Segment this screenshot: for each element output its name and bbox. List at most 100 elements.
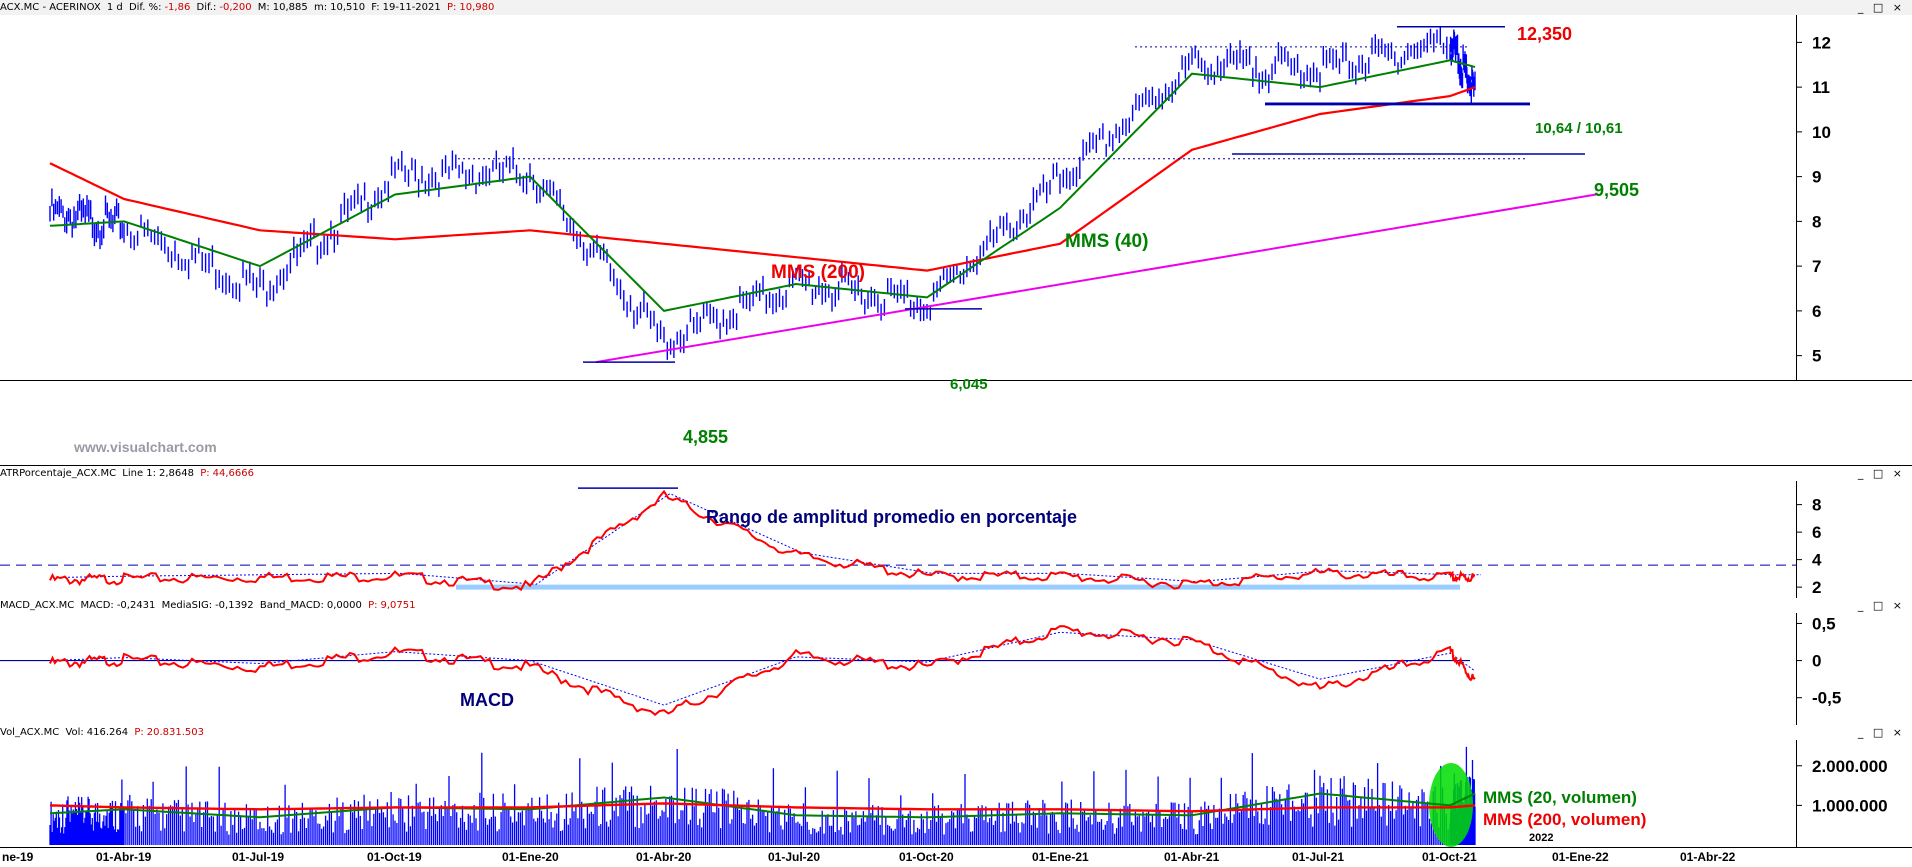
macd-band-label: Band_MACD: xyxy=(259,600,324,611)
price-axis-label: 6 xyxy=(1812,302,1821,321)
macd-p-label: P: xyxy=(368,600,378,611)
x-tick-label: 01-Oct-20 xyxy=(899,850,954,864)
atr-axis-label: 8 xyxy=(1812,496,1821,515)
macd-line xyxy=(49,625,1476,716)
volume-panel-header: Vol_ACX.MC Vol: 416.264 P: 20.831.503 _ □ … xyxy=(0,725,1912,740)
atr-name: ATRPorcentaje_ACX.MC xyxy=(0,468,117,479)
volume-axis-label: 1.000.000 xyxy=(1812,796,1888,815)
x-tick-label: 01-Ene-22 xyxy=(1552,850,1609,864)
macd-signal-label: MediaSIG: xyxy=(161,600,213,611)
dif-pct-label: Dif. %: xyxy=(128,2,162,13)
volume-axis-label: 2.000.000 xyxy=(1812,757,1888,776)
macd-axis xyxy=(1796,613,1912,725)
x-year-label: 2022 xyxy=(1529,832,1554,844)
macd-axis-label: -0,5 xyxy=(1812,689,1841,708)
annotation-high: 12,350 xyxy=(1517,24,1573,44)
atr-window-buttons[interactable]: _ □ × xyxy=(1857,467,1905,480)
price-panel-header: ACX.MC - ACERINOX 1 d Dif. %: -1,86 Dif.:… xyxy=(0,0,1912,15)
macd-name: MACD_ACX.MC xyxy=(0,600,75,611)
atr-title: Rango de amplitud promedio en porcentaje xyxy=(706,507,1078,527)
price-window-buttons[interactable]: _ □ × xyxy=(1857,1,1905,14)
price-axis-label: 7 xyxy=(1812,257,1821,276)
macd-axis-label: 0 xyxy=(1812,652,1821,671)
date-label: F: xyxy=(371,2,380,13)
atr-line-label: Line 1: xyxy=(122,468,156,479)
annotation-low-2020: 4,855 xyxy=(683,427,729,447)
atr-p-value: 44,6666 xyxy=(212,468,254,479)
symbol-label: ACX.MC - ACERINOX xyxy=(0,2,101,13)
price-axis-label: 12 xyxy=(1812,33,1831,52)
price-axis-label: 10 xyxy=(1812,123,1831,142)
price-axis-label: 9 xyxy=(1812,168,1821,187)
price-panel: ACX.MC - ACERINOX 1 d Dif. %: -1,86 Dif.:… xyxy=(0,0,1912,381)
vol-value: 416.264 xyxy=(86,727,129,738)
trendline xyxy=(595,193,1597,364)
macd-signal-value: -0,1392 xyxy=(215,600,254,611)
max-label: M: xyxy=(257,2,270,13)
x-tick-label: 01-Jul-19 xyxy=(232,850,285,864)
x-tick-label: ne-19 xyxy=(2,850,34,864)
vol-label: Vol: xyxy=(65,727,84,738)
atr-line xyxy=(49,489,1475,592)
interval-label: 1 d xyxy=(106,2,123,13)
dif-pct-value: -1,86 xyxy=(164,2,191,13)
min-value: 10,510 xyxy=(330,2,366,13)
date-value: 19-11-2021 xyxy=(382,2,441,13)
x-tick-label: 01-Abr-22 xyxy=(1680,850,1736,864)
annotation-support-low: 9,505 xyxy=(1594,180,1640,200)
atr-panel-header: ATRPorcentaje_ACX.MC Line 1: 2,8648 P: 44,… xyxy=(0,466,1912,481)
macd-signal-line xyxy=(49,631,1476,706)
x-tick-label: 01-Oct-21 xyxy=(1422,850,1477,864)
x-tick-label: 01-Abr-20 xyxy=(636,850,692,864)
x-tick-label: 01-Ene-20 xyxy=(502,850,559,864)
vol-mms20-label: MMS (20, volumen) xyxy=(1483,788,1637,807)
min-label: m: xyxy=(313,2,328,13)
x-tick-label: 01-Jul-20 xyxy=(768,850,821,864)
macd-p-value: 9,0751 xyxy=(380,600,416,611)
volume-bars xyxy=(49,746,1476,845)
dif-label: Dif.: xyxy=(196,2,217,13)
max-value: 10,885 xyxy=(272,2,308,13)
mms40-label: MMS (40) xyxy=(1065,231,1149,252)
dif-value: -0,200 xyxy=(219,2,252,13)
price-axis-label: 5 xyxy=(1812,347,1821,366)
x-tick-label: 01-Abr-19 xyxy=(96,850,152,864)
x-tick-label: 01-Oct-19 xyxy=(367,850,422,864)
volume-axis xyxy=(1796,740,1912,847)
macd-band-value: 0,0000 xyxy=(326,600,362,611)
macd-axis-label: 0,5 xyxy=(1812,614,1836,633)
vol-name: Vol_ACX.MC xyxy=(0,727,60,738)
volume-window-buttons[interactable]: _ □ × xyxy=(1857,726,1905,739)
vol-p-label: P: xyxy=(134,727,144,738)
mms200-line xyxy=(49,86,1476,272)
macd-label: MACD xyxy=(460,690,514,710)
atr-axis-label: 4 xyxy=(1812,551,1822,570)
price-label: P: xyxy=(446,2,457,13)
atr-axis-label: 6 xyxy=(1812,523,1821,542)
volume-mms20-line xyxy=(49,792,1476,819)
macd-window-buttons[interactable]: _ □ × xyxy=(1857,599,1905,612)
annotation-low-oct20: 6,045 xyxy=(950,376,988,393)
x-tick-label: 01-Jul-21 xyxy=(1292,850,1345,864)
price-axis-label: 8 xyxy=(1812,212,1821,231)
x-tick-label: 01-Ene-21 xyxy=(1032,850,1089,864)
price-axis-label: 11 xyxy=(1812,78,1830,97)
atr-p-label: P: xyxy=(200,468,210,479)
price-value: 10,980 xyxy=(459,2,495,13)
macd-panel-header: MACD_ACX.MC MACD: -0,2431 MediaSIG: -0,139… xyxy=(0,598,1912,613)
x-axis: ne-19 01-Abr-19 01-Jul-19 01-Oct-19 01-Ene-2… xyxy=(0,832,1912,867)
atr-axis xyxy=(1796,481,1912,598)
macd-value: -0,2431 xyxy=(116,600,156,611)
mms200-label: MMS (200) xyxy=(771,262,865,283)
atr-axis-label: 2 xyxy=(1812,578,1821,597)
price-axis xyxy=(1796,15,1912,380)
x-tick-label: 01-Abr-21 xyxy=(1164,850,1220,864)
price-series-bars xyxy=(49,27,1476,360)
atr-line-value: 2,8648 xyxy=(159,468,194,479)
volume-panel: Vol_ACX.MC Vol: 416.264 P: 20.831.503 _ □ … xyxy=(0,725,1912,848)
annotation-support-zone: 10,64 / 10,61 xyxy=(1535,120,1623,137)
vol-p-value: 20.831.503 xyxy=(146,727,204,738)
watermark: www.visualchart.com xyxy=(74,439,217,455)
mms40-line xyxy=(49,59,1476,312)
